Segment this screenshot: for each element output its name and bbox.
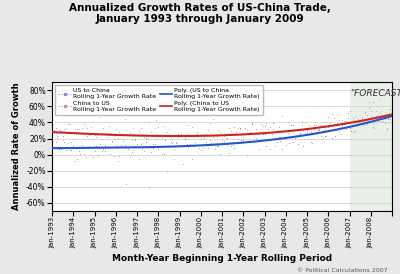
X-axis label: Month-Year Beginning 1-Year Rolling Period: Month-Year Beginning 1-Year Rolling Peri… [112, 254, 332, 263]
Text: "FORECAST": "FORECAST" [350, 89, 400, 98]
Text: © Political Calculations 2007: © Political Calculations 2007 [297, 268, 388, 273]
Bar [350, 82, 392, 211]
Y-axis label: Annualized Rate of Growth: Annualized Rate of Growth [12, 83, 20, 210]
Legend: US to China
Rolling 1-Year Growth Rate, China to US
Rolling 1-Year Growth Rate, : US to China Rolling 1-Year Growth Rate, … [55, 85, 263, 115]
Text: Annualized Growth Rates of US-China Trade,
January 1993 through January 2009: Annualized Growth Rates of US-China Trad… [69, 3, 331, 24]
